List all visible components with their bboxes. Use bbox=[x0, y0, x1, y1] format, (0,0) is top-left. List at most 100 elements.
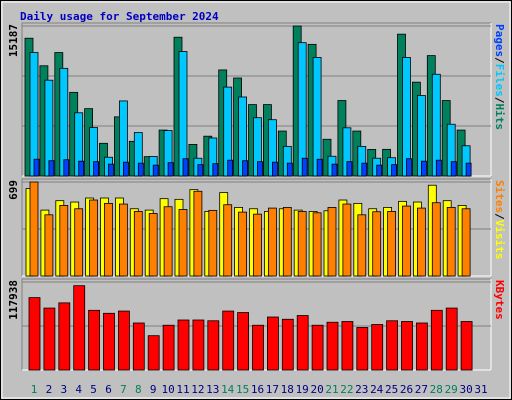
x-tick-label: 23 bbox=[355, 383, 368, 396]
bar bbox=[371, 324, 384, 371]
x-tick-label: 26 bbox=[400, 383, 413, 396]
x-tick-label: 30 bbox=[459, 383, 472, 396]
bar bbox=[402, 57, 411, 177]
bar bbox=[178, 209, 188, 277]
bar bbox=[326, 321, 339, 371]
bar bbox=[297, 42, 307, 177]
x-tick-label: 7 bbox=[120, 383, 127, 396]
bar bbox=[297, 211, 307, 277]
bar bbox=[74, 208, 84, 277]
bar bbox=[415, 322, 428, 371]
bar bbox=[43, 307, 56, 371]
bar bbox=[29, 181, 39, 277]
bar bbox=[386, 320, 399, 371]
bar bbox=[435, 159, 442, 177]
bar bbox=[177, 319, 190, 371]
bar bbox=[78, 160, 85, 177]
bar bbox=[312, 212, 322, 277]
y-tick-label: 117938 bbox=[7, 280, 20, 320]
chart-title: Daily usage for September 2024 bbox=[20, 10, 219, 23]
x-tick-label: 17 bbox=[266, 383, 279, 396]
bar bbox=[391, 164, 398, 177]
bar bbox=[237, 312, 250, 371]
bar bbox=[192, 319, 205, 371]
legend-entry: Pages bbox=[493, 24, 506, 57]
bar bbox=[88, 309, 100, 371]
bar bbox=[223, 204, 233, 277]
bar bbox=[450, 161, 457, 177]
x-tick-label: 9 bbox=[150, 383, 157, 396]
bar bbox=[137, 162, 144, 177]
bar bbox=[311, 324, 324, 371]
legend: KBytes bbox=[493, 280, 506, 320]
bar bbox=[132, 322, 145, 371]
legend-entry: Visits bbox=[493, 220, 506, 260]
legend-separator: / bbox=[493, 57, 506, 64]
bar bbox=[182, 158, 189, 177]
x-tick-label: 5 bbox=[90, 383, 97, 396]
bar bbox=[312, 57, 322, 177]
bar bbox=[446, 207, 456, 277]
x-tick-label: 15 bbox=[236, 383, 249, 396]
bar bbox=[238, 211, 248, 277]
bar bbox=[402, 205, 411, 277]
x-tick-label: 28 bbox=[430, 383, 443, 396]
x-tick-label: 2 bbox=[46, 383, 53, 396]
x-tick-label: 3 bbox=[60, 383, 67, 396]
y-tick-label: 699 bbox=[7, 180, 20, 200]
bar bbox=[266, 316, 279, 371]
bar bbox=[286, 162, 293, 177]
x-tick-label: 13 bbox=[206, 383, 219, 396]
bar bbox=[207, 320, 220, 371]
bar bbox=[430, 309, 443, 371]
bar bbox=[73, 285, 86, 371]
x-tick-label: 8 bbox=[135, 383, 142, 396]
x-tick-label: 19 bbox=[296, 383, 309, 396]
x-tick-label: 16 bbox=[251, 383, 264, 396]
bar bbox=[118, 310, 130, 371]
x-tick-label: 27 bbox=[415, 383, 428, 396]
legend-separator: / bbox=[493, 213, 506, 220]
bar bbox=[301, 157, 308, 177]
bar bbox=[331, 163, 338, 177]
bar bbox=[29, 52, 39, 177]
bar bbox=[282, 207, 292, 277]
bar bbox=[212, 163, 219, 177]
x-tick-label: 25 bbox=[385, 383, 398, 396]
y-tick-label: 15187 bbox=[7, 24, 20, 57]
x-tick-label: 20 bbox=[310, 383, 323, 396]
bar bbox=[342, 203, 352, 277]
bar bbox=[59, 204, 69, 277]
bar bbox=[162, 324, 175, 371]
bar bbox=[401, 321, 413, 371]
x-tick-label: 12 bbox=[191, 383, 204, 396]
bar bbox=[346, 161, 353, 177]
bar bbox=[48, 160, 55, 177]
legend-entry: Sites bbox=[493, 180, 506, 213]
x-tick-label: 22 bbox=[340, 383, 353, 396]
bar bbox=[341, 321, 354, 371]
bar bbox=[104, 202, 113, 277]
bar bbox=[361, 162, 368, 177]
bar bbox=[44, 214, 54, 277]
legend-entry: KBytes bbox=[493, 280, 506, 320]
bar bbox=[197, 164, 204, 177]
bar bbox=[163, 206, 173, 277]
bar bbox=[93, 161, 99, 177]
x-tick-label: 29 bbox=[445, 383, 458, 396]
bar bbox=[108, 163, 114, 177]
bar bbox=[58, 302, 71, 371]
bar bbox=[420, 160, 427, 177]
x-tick-label: 14 bbox=[221, 383, 235, 396]
bar bbox=[327, 207, 337, 277]
bar bbox=[167, 162, 174, 177]
bar bbox=[267, 207, 277, 277]
bar bbox=[123, 161, 129, 177]
bar bbox=[253, 213, 262, 277]
bar bbox=[33, 158, 40, 177]
bar bbox=[445, 307, 458, 371]
bar bbox=[222, 310, 235, 371]
bar bbox=[465, 162, 472, 177]
